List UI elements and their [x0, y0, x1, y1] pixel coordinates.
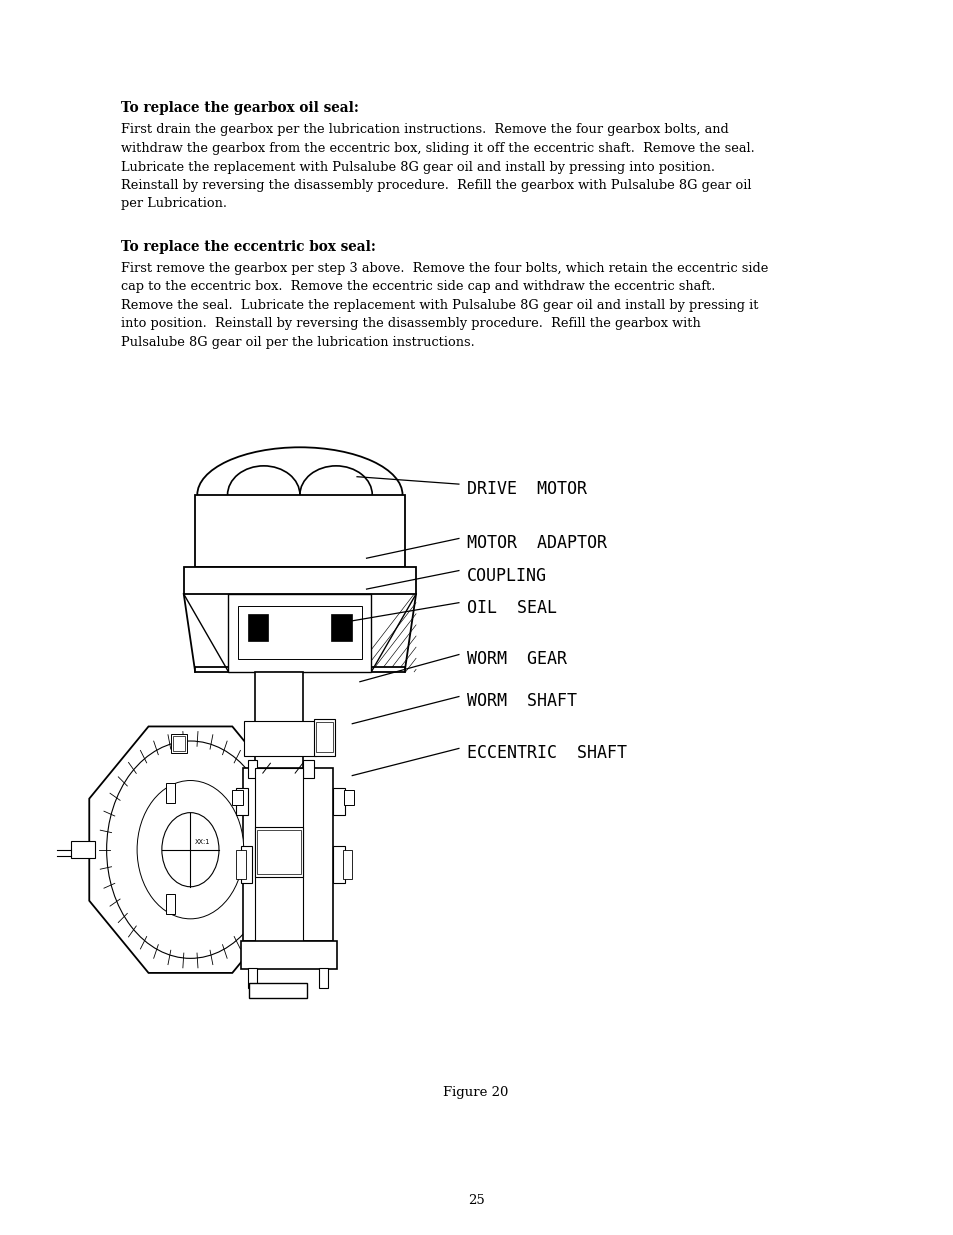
Bar: [314, 719, 335, 756]
Bar: [254, 768, 302, 941]
Text: XX:1: XX:1: [195, 840, 211, 845]
Bar: [342, 850, 352, 879]
Bar: [247, 760, 256, 778]
Circle shape: [162, 813, 219, 887]
Circle shape: [107, 741, 274, 958]
Text: First drain the gearbox per the lubrication instructions.  Remove the four gearb: First drain the gearbox per the lubricat…: [121, 124, 754, 210]
Bar: [184, 567, 416, 594]
Bar: [249, 983, 306, 998]
Bar: [302, 760, 314, 778]
Bar: [233, 790, 242, 805]
Text: WORM  GEAR: WORM GEAR: [466, 651, 566, 668]
Bar: [315, 722, 333, 752]
Text: MOTOR  ADAPTOR: MOTOR ADAPTOR: [466, 535, 606, 552]
Text: Figure 20: Figure 20: [443, 1087, 508, 1099]
Bar: [71, 841, 95, 858]
Bar: [247, 968, 256, 988]
Bar: [240, 941, 336, 969]
Bar: [333, 788, 344, 815]
Bar: [254, 827, 302, 877]
Bar: [331, 614, 352, 641]
Bar: [166, 783, 175, 803]
Bar: [318, 968, 328, 988]
Bar: [166, 894, 175, 914]
Text: To replace the gearbox oil seal:: To replace the gearbox oil seal:: [121, 101, 358, 115]
Bar: [195, 667, 404, 672]
Bar: [256, 830, 300, 874]
Polygon shape: [90, 726, 292, 973]
Bar: [172, 734, 187, 753]
Bar: [195, 495, 404, 567]
Text: To replace the eccentric box seal:: To replace the eccentric box seal:: [121, 240, 375, 253]
Bar: [173, 736, 185, 751]
Bar: [240, 846, 252, 883]
Text: DRIVE  MOTOR: DRIVE MOTOR: [466, 480, 586, 498]
Bar: [343, 790, 354, 805]
Bar: [242, 768, 333, 941]
Bar: [184, 516, 229, 594]
Bar: [236, 788, 247, 815]
Bar: [254, 672, 302, 768]
Bar: [236, 850, 245, 879]
Text: WORM  SHAFT: WORM SHAFT: [466, 693, 576, 710]
Text: COUPLING: COUPLING: [466, 567, 546, 584]
Text: First remove the gearbox per step 3 above.  Remove the four bolts, which retain : First remove the gearbox per step 3 abov…: [121, 262, 767, 348]
Bar: [247, 614, 268, 641]
Text: ECCENTRIC  SHAFT: ECCENTRIC SHAFT: [466, 745, 626, 762]
Bar: [237, 606, 361, 659]
Text: OIL  SEAL: OIL SEAL: [466, 599, 556, 616]
Bar: [243, 721, 315, 756]
Text: 25: 25: [467, 1194, 484, 1207]
Circle shape: [137, 781, 243, 919]
Bar: [333, 846, 344, 883]
Bar: [229, 594, 371, 672]
